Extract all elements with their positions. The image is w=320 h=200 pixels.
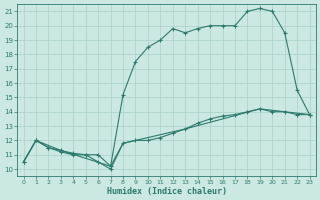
X-axis label: Humidex (Indice chaleur): Humidex (Indice chaleur)	[107, 187, 227, 196]
